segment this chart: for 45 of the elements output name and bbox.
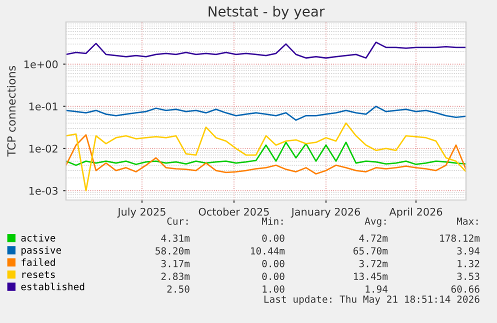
text: Max:: [456, 218, 478, 225]
legend-label: resets: [22, 271, 55, 278]
text: 2.83m: [161, 272, 190, 280]
legend-label: passive: [22, 246, 62, 256]
legend-label: failed: [22, 258, 55, 266]
text: 4.31m: [161, 234, 190, 242]
text: 0.00: [262, 272, 284, 280]
text: 1.94: [366, 285, 388, 293]
text: 3.94: [457, 247, 480, 255]
y-tick-label: 1e-02: [29, 144, 58, 153]
text: 3.17m: [161, 260, 190, 268]
x-tick-label: July 2025: [117, 208, 166, 218]
line-series: [66, 122, 466, 192]
legend-label: established: [21, 282, 84, 290]
text: Avg:: [364, 218, 386, 227]
text: 10.44m: [251, 247, 285, 255]
text: 60.66: [451, 285, 480, 293]
text: 58.20m: [156, 247, 190, 255]
text: Last update: Thu May 21 18:51:14 2026: [264, 295, 480, 305]
text: 0.00: [262, 234, 284, 242]
y-tick-label: 1e-03: [29, 186, 58, 195]
text: Cur:: [167, 217, 188, 225]
text: 1.00: [262, 285, 284, 293]
text: 3.53: [457, 272, 480, 280]
text: 0.00: [262, 260, 284, 268]
line-series: [66, 42, 466, 59]
line-series: [66, 142, 466, 166]
y-axis-title: TCP connections: [7, 66, 16, 157]
text: 178.12m: [440, 234, 480, 242]
chart-title: Netstat - by year: [208, 6, 325, 20]
text: Min:: [262, 217, 283, 225]
text: 1.32: [458, 260, 480, 268]
text: 3.72m: [359, 260, 388, 268]
text: 4.72m: [359, 234, 388, 242]
y-tick-label: 1e+00: [24, 60, 58, 68]
legend-label: active: [21, 234, 56, 242]
x-tick-label: April 2026: [389, 208, 442, 218]
line-series: [66, 134, 466, 175]
text: 13.45m: [354, 272, 388, 280]
text: 65.70m: [354, 247, 388, 255]
line-series: [66, 106, 466, 121]
y-tick-label: 1e-01: [29, 102, 58, 110]
text: 2.50: [167, 285, 190, 293]
x-tick-label: October 2025: [198, 208, 269, 216]
x-tick-label: January 2026: [290, 208, 360, 218]
